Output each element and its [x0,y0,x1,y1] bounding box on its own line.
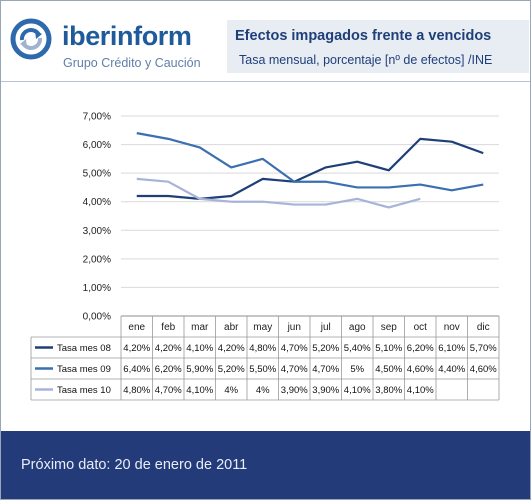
data-label: 4,10% [344,385,371,396]
x-tick-label: jul [320,322,331,333]
brand-tagline: Grupo Crédito y Caución [63,56,201,70]
data-label: 4,60% [470,364,497,375]
data-label: 5,20% [218,364,245,375]
chart-title: Efectos impagados frente a vencidos [235,28,492,44]
data-label: 4,10% [186,385,213,396]
x-tick-label: ago [349,322,366,333]
header-divider [1,81,530,82]
data-label: 4,10% [407,385,434,396]
data-label: 4% [224,385,238,396]
data-label: 4,70% [312,364,339,375]
data-label: 4,40% [438,364,465,375]
series-line [136,177,421,209]
data-label: 6,20% [407,343,434,354]
data-label: 4,20% [155,343,182,354]
title-box: Efectos impagados frente a vencidos Tasa… [227,20,529,73]
data-label: 4,60% [407,364,434,375]
data-label: 3,90% [281,385,308,396]
x-tick-label: may [253,322,272,333]
data-label: 6,20% [155,364,182,375]
data-label: 3,90% [312,385,339,396]
data-label: 4,70% [281,343,308,354]
chart-subtitle: Tasa mensual, porcentaje [nº de efectos]… [239,53,493,67]
legend-label: Tasa mes 08 [57,343,111,354]
brand-name: iberinform [62,21,192,51]
y-tick-label: 1,00% [83,283,111,294]
y-tick-label: 4,00% [83,197,111,208]
data-label: 4,20% [123,343,150,354]
x-tick-label: ene [128,322,145,333]
data-label: 4,80% [123,385,150,396]
data-label: 4% [256,385,270,396]
data-label: 4,80% [249,343,276,354]
x-tick-label: feb [161,322,175,333]
data-label: 3,80% [375,385,402,396]
data-label: 6,10% [438,343,465,354]
data-label: 5,70% [470,343,497,354]
data-label: 4,50% [375,364,402,375]
iberinform-logo-icon [10,18,52,60]
y-tick-label: 6,00% [83,140,111,151]
data-label: 5,40% [344,343,371,354]
data-label: 5% [350,364,364,375]
series-line [136,137,484,200]
y-tick-label: 3,00% [83,226,111,237]
data-label: 5,50% [249,364,276,375]
x-tick-label: jun [287,322,301,333]
data-label: 4,10% [186,343,213,354]
y-tick-label: 0,00% [83,312,111,323]
y-tick-label: 7,00% [83,112,111,123]
data-label: 5,10% [375,343,402,354]
data-label: 4,70% [155,385,182,396]
data-label: 5,90% [186,364,213,375]
legend-label: Tasa mes 09 [57,364,111,375]
line-chart: 0,00% 1,00% 2,00% 3,00% 4,00% 5,00% 6,00% 7,00%… [30,112,500,401]
y-tick-label: 2,00% [83,254,111,265]
x-tick-label: nov [444,322,460,333]
data-label: 5,20% [312,343,339,354]
x-tick-label: sep [381,322,398,333]
x-tick-label: oct [414,322,428,333]
next-release-text: Próximo dato: 20 de enero de 2011 [21,457,248,473]
data-label: 4,70% [281,364,308,375]
x-tick-label: dic [477,322,490,333]
series-line [136,132,484,192]
data-label: 4,20% [218,343,245,354]
legend-label: Tasa mes 10 [57,385,111,396]
x-tick-label: mar [191,322,209,333]
header: iberinform Grupo Crédito y Caución Efect… [1,1,530,81]
data-label: 6,40% [123,364,150,375]
y-tick-label: 5,00% [83,169,111,180]
x-tick-label: abr [224,322,239,333]
footer: Próximo dato: 20 de enero de 2011 [1,431,530,499]
